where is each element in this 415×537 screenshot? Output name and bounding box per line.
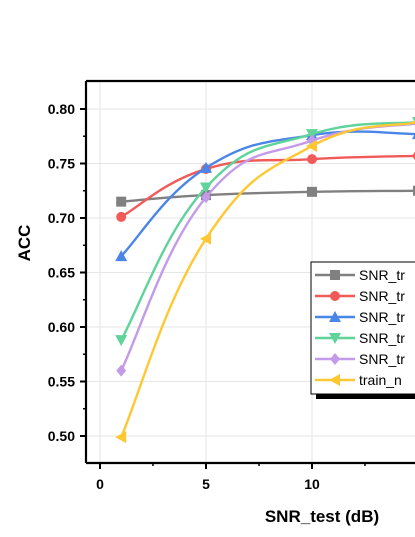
data-point (412, 120, 415, 124)
axes: 0.500.550.600.650.700.750.8005101 (48, 79, 415, 492)
legend-item: SNR_tr (315, 288, 405, 304)
data-point (115, 250, 128, 262)
y-tick-label: 0.50 (48, 428, 75, 444)
series-line (120, 121, 415, 341)
series-line (120, 121, 415, 438)
legend-item: SNR_tr (315, 309, 405, 325)
data-point (201, 191, 211, 204)
y-axis-title: ACC (15, 225, 34, 262)
legend-item: SNR_tr (315, 351, 405, 367)
x-tick-label: 10 (304, 476, 320, 492)
data-point (115, 335, 128, 347)
series-2 (116, 151, 415, 222)
y-tick-label: 0.80 (48, 101, 75, 117)
series-6 (115, 120, 415, 444)
series-layer (115, 117, 415, 444)
data-point (412, 133, 415, 140)
data-point (200, 161, 212, 173)
legend-label: SNR_tr (359, 330, 405, 346)
data-point (307, 186, 317, 197)
series-3 (115, 129, 415, 262)
data-point (306, 140, 317, 153)
series-line (120, 130, 415, 257)
legend-label: SNR_tr (359, 309, 405, 325)
data-point (200, 182, 212, 194)
x-tick-label: 0 (96, 476, 104, 492)
y-tick-label: 0.60 (48, 319, 75, 335)
x-axis-title: SNR_test (dB) (265, 507, 379, 526)
x-tick-label: 5 (202, 476, 210, 492)
data-point (306, 129, 318, 141)
data-point (200, 232, 211, 245)
data-point (413, 185, 415, 196)
legend: SNR_tr SNR_tr SNR_tr SNR_tr SNR_tr train_n (310, 261, 415, 399)
y-tick-label: 0.75 (48, 156, 75, 172)
y-tick-label: 0.55 (48, 374, 75, 390)
data-point (115, 431, 127, 444)
legend-label: train_n (359, 372, 402, 388)
legend-label: SNR_tr (359, 267, 405, 283)
legend-marker (330, 270, 340, 280)
legend-marker (329, 374, 340, 386)
data-point (116, 211, 127, 222)
data-point (116, 196, 127, 207)
legend-item: SNR_tr (315, 330, 405, 346)
legend-label: SNR_tr (359, 288, 405, 304)
series-4 (115, 117, 415, 347)
legend-box (310, 261, 415, 395)
legend-marker (330, 291, 340, 301)
series-line (121, 189, 415, 203)
data-point (116, 364, 127, 377)
series-line (120, 154, 415, 218)
legend-marker (329, 333, 341, 344)
legend-label: SNR_tr (359, 351, 405, 367)
legend-item: train_n (315, 372, 402, 388)
legend-marker (329, 311, 341, 322)
y-tick-label: 0.70 (48, 210, 75, 226)
legend-item: SNR_tr (315, 267, 405, 283)
y-tick-label: 0.65 (48, 265, 75, 281)
legend-marker (330, 353, 340, 365)
data-point (307, 154, 317, 165)
